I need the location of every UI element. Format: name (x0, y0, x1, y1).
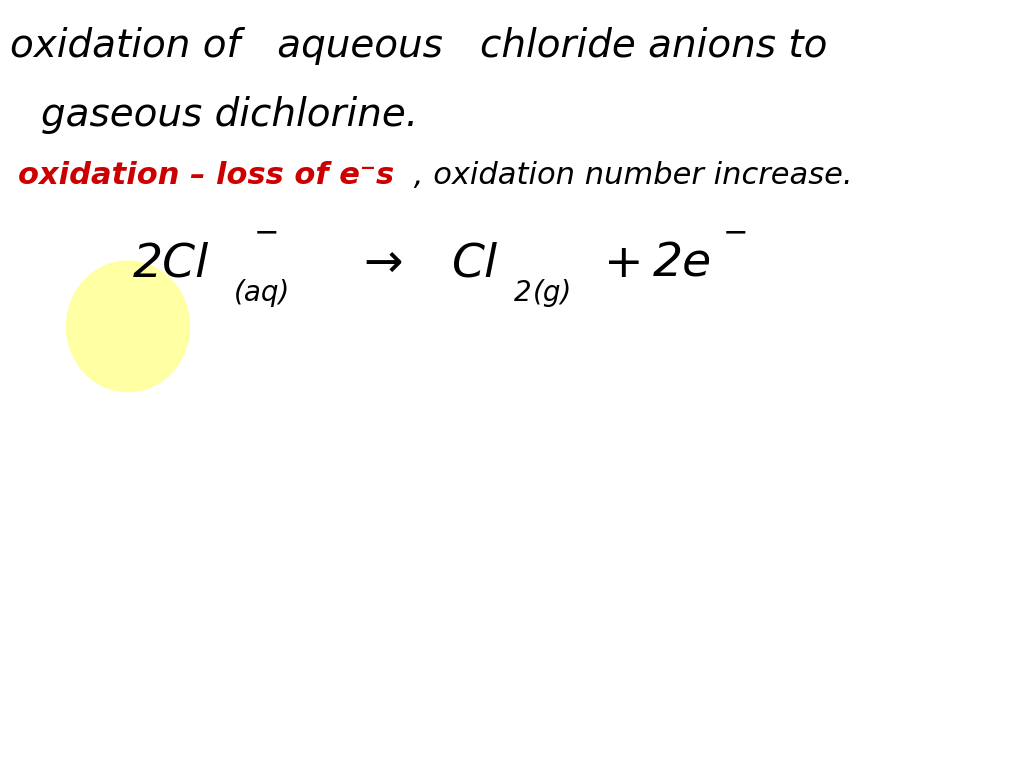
Text: gaseous dichlorine.: gaseous dichlorine. (41, 96, 418, 134)
Text: (aq): (aq) (233, 279, 290, 306)
Text: , oxidation number increase.: , oxidation number increase. (404, 161, 853, 190)
Text: 2Cl: 2Cl (133, 242, 209, 287)
Text: 2e: 2e (653, 242, 713, 287)
Text: →: → (364, 242, 403, 287)
Text: oxidation of   aqueous   chloride anions to: oxidation of aqueous chloride anions to (10, 27, 827, 65)
Text: −: − (254, 219, 280, 248)
Ellipse shape (67, 261, 189, 392)
Text: 2: 2 (514, 279, 531, 306)
Text: oxidation – loss of e⁻s: oxidation – loss of e⁻s (18, 161, 394, 190)
Text: (g): (g) (532, 279, 571, 306)
Text: +: + (604, 242, 644, 287)
Text: −: − (723, 219, 749, 248)
Text: Cl: Cl (451, 242, 497, 287)
